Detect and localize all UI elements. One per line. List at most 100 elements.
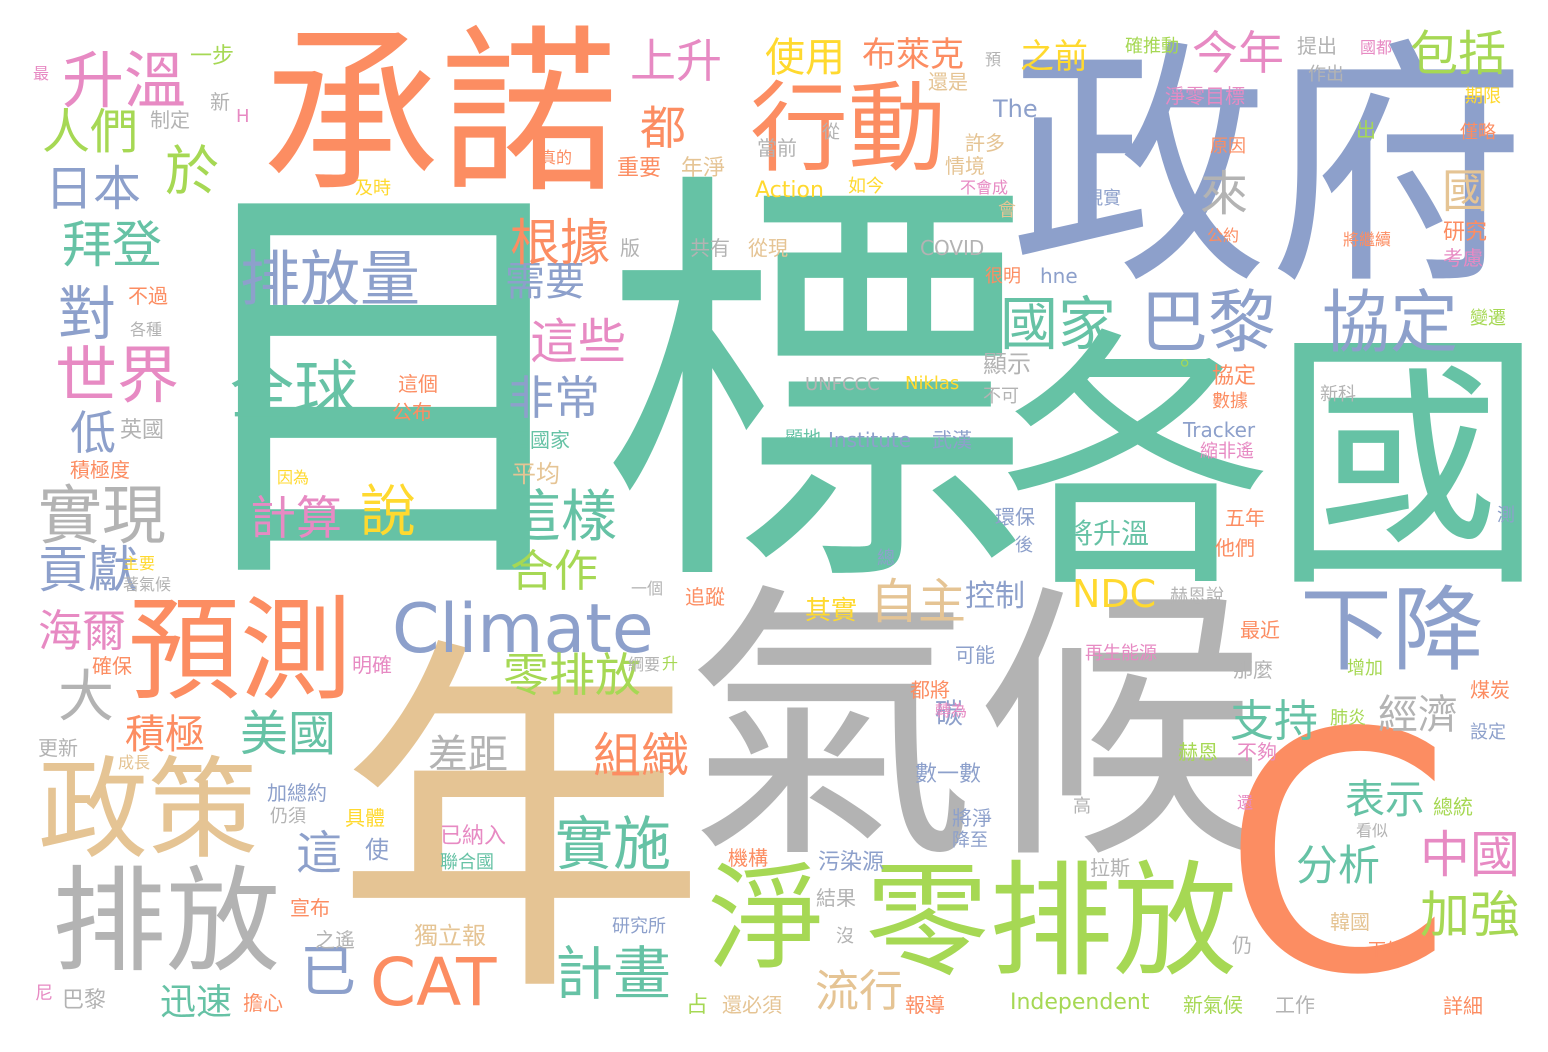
word-zhichi: 支持 — [1230, 696, 1318, 747]
word-zhongyao: 重要 — [617, 156, 662, 181]
word-chengzhang: 成長 — [118, 753, 151, 772]
word-baokuo: 包括 — [1410, 26, 1507, 82]
word-yanjiusuo: 研究所 — [612, 916, 666, 937]
word-mingque: 明確 — [352, 653, 392, 677]
word-pingjun: 平均 — [512, 460, 560, 488]
word-renmen: 人們 — [42, 104, 139, 160]
word-cong: 從 — [822, 122, 840, 143]
word-jiangzhi: 降至 — [952, 830, 988, 851]
word-zhege: 這個 — [398, 372, 438, 396]
word-xinke: 新科 — [1320, 384, 1356, 405]
word-bukuo: 不可 — [983, 386, 1019, 407]
word-c: C — [1222, 663, 1453, 1047]
word-yinwei: 因為 — [277, 468, 310, 487]
word-zhengfu: 政府 — [1010, 19, 1526, 319]
word-yuanyin: 原因 — [1210, 136, 1246, 157]
word-climate: Climate — [392, 590, 654, 669]
word-shijie: 世界 — [55, 339, 180, 412]
word-hai: 還 — [1237, 793, 1254, 812]
word-xianshi: 現實 — [1085, 188, 1121, 209]
word-dou: 都 — [640, 101, 686, 155]
word-ni: 尼 — [35, 983, 53, 1004]
word-zhe: 這 — [296, 826, 342, 880]
word-quanqiu: 全球 — [230, 355, 358, 429]
word-zuochu: 作出 — [1308, 64, 1344, 85]
word-the: The — [993, 95, 1038, 123]
word-jisuan: 計算 — [250, 491, 342, 545]
word-xuanbu: 宣布 — [290, 896, 330, 920]
word-shiyong: 使用 — [765, 35, 845, 81]
word-bali2: 巴黎 — [62, 988, 107, 1013]
word-zengjia: 增加 — [1347, 658, 1383, 679]
word-geguo: 各國 — [1000, 308, 1544, 624]
word-zhiqian: 之前 — [1020, 37, 1088, 77]
word-jinglingmubiao: 淨零目標 — [1165, 84, 1245, 108]
word-jijidu: 積極度 — [70, 458, 130, 482]
word-zhexie: 這些 — [530, 314, 627, 370]
word-paifangliang: 排放量 — [240, 245, 420, 315]
word-gongbu: 公布 — [392, 400, 432, 424]
word-dui: 對 — [58, 280, 117, 348]
word-jinlue: 僅略 — [1460, 122, 1496, 143]
word-zhuanwei: 轉為 — [935, 701, 968, 720]
word-hezuo: 合作 — [510, 546, 598, 597]
word-kongzhi: 控制 — [965, 579, 1025, 614]
word-yi: 已 — [300, 940, 356, 1005]
word-guo: 國 — [1442, 164, 1488, 218]
word-gongyou: 共有 — [690, 236, 730, 260]
word-nianjing: 年淨 — [681, 156, 726, 181]
word-haishi: 還是 — [928, 70, 968, 94]
word-xinqihou: 新氣候 — [1183, 993, 1243, 1017]
word-lingpaifang: 零排放 — [865, 850, 1238, 994]
word-zhuize: 追蹤 — [685, 585, 725, 609]
word-covid: COVID — [920, 236, 985, 260]
word-nian: 年 — [335, 609, 707, 1042]
word-dangqian: 當前 — [757, 136, 797, 160]
word-zongtong: 總統 — [1433, 795, 1473, 819]
word-zui: 最 — [33, 64, 50, 83]
word-xin: 新 — [210, 90, 230, 114]
word-jing: 淨 — [708, 852, 824, 987]
word-ce: 測 — [1497, 505, 1515, 526]
word-hui: 會 — [998, 200, 1016, 221]
word-jiaqiang: 加強 — [1420, 886, 1520, 944]
word-tan: 碳 — [935, 697, 964, 730]
word-kaolv: 考慮 — [1443, 246, 1483, 270]
word-bali: 巴黎 — [1140, 284, 1277, 363]
word-yubei: 預 — [985, 50, 1002, 69]
word-gangyao: 綱要 — [628, 655, 661, 674]
word-chaju: 差距 — [428, 732, 508, 778]
word-xunsu: 迅速 — [160, 982, 233, 1023]
word-jiangshengwen: 將升溫 — [1065, 517, 1150, 550]
word-zuzhi: 組織 — [593, 728, 690, 784]
word-hesishuo: 赫恩說 — [1170, 586, 1224, 607]
word-lasi: 拉斯 — [1090, 856, 1130, 880]
word-wuhan: 武漢 — [932, 428, 972, 452]
word-guobu: 國都 — [1360, 38, 1393, 57]
word-queyang: 確保 — [92, 654, 132, 678]
word-shuo: 說 — [360, 480, 416, 545]
word-unfccc: UNFCCC — [805, 374, 880, 395]
word-zizhu: 自主 — [870, 574, 967, 630]
word-jiangjixu: 將繼續 — [1343, 230, 1392, 249]
word-yanjiu: 研究 — [1443, 220, 1488, 245]
word-gezhong: 各種 — [130, 320, 163, 339]
word-huanbao: 環保 — [995, 505, 1035, 529]
word-shangsheng: 上升 — [630, 34, 722, 88]
word-jishi: 及時 — [355, 178, 391, 199]
word-feiyan: 肺炎 — [1330, 708, 1366, 729]
word-geguojia: 個國家 — [510, 428, 570, 452]
word-baideng: 拜登 — [62, 216, 162, 274]
word-shengwen: 升溫 — [62, 44, 187, 117]
word-gengxin: 更新 — [38, 736, 78, 760]
word-qingjing: 情境 — [945, 154, 985, 178]
word-chengnuo: 承諾 — [262, 10, 618, 217]
word-lingpaifang2: 零排放 — [503, 648, 641, 702]
word-yingguo: 英國 — [120, 418, 165, 443]
word-gedi: 顯地 — [785, 428, 821, 449]
word-nama: 那麼 — [1233, 658, 1273, 682]
word-juti: 具體 — [345, 806, 385, 830]
word-jingji: 經濟 — [1378, 692, 1458, 738]
word-queba: 確推動 — [1125, 36, 1179, 57]
